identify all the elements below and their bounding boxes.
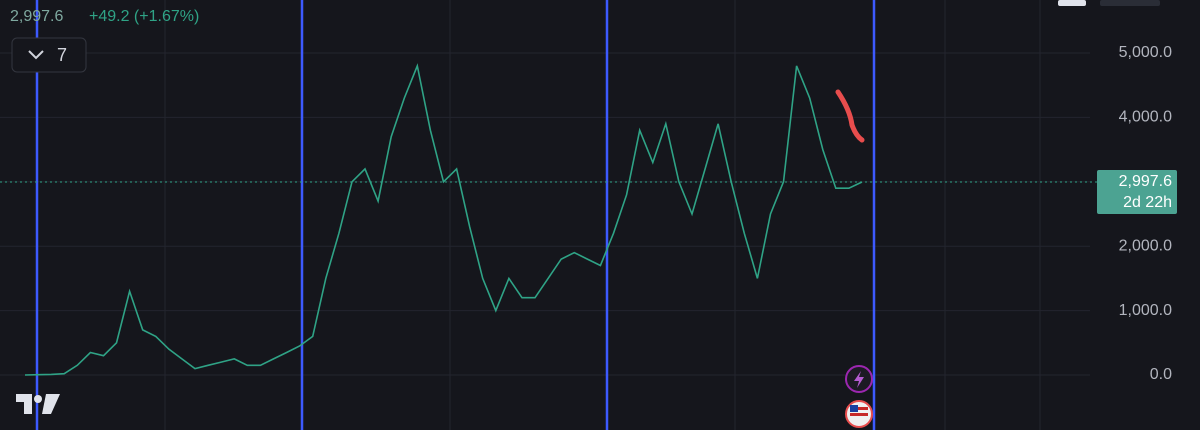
y-tick-label: 5,000.0	[1119, 44, 1172, 61]
button-frame[interactable]	[11, 37, 87, 73]
plot	[0, 63, 1097, 376]
y-tick-label: 4,000.0	[1119, 109, 1172, 126]
y-tick-label: 0.0	[1150, 366, 1172, 383]
vertical-grid	[164, 0, 1041, 430]
y-tick-label: 2,000.0	[1119, 237, 1172, 254]
y-tick-label: 1,000.0	[1119, 302, 1172, 319]
price-line	[24, 63, 863, 376]
header-price: 2,997.6	[10, 8, 63, 25]
drawing-annotation	[835, 89, 865, 143]
header-change: +49.2 (+1.67%)	[89, 8, 199, 25]
toolbar-edge	[1100, 0, 1160, 6]
toolbar-edge	[1058, 0, 1086, 6]
button-label[interactable]: 7	[57, 45, 67, 65]
chevron-icon	[28, 50, 44, 60]
last-price-label: 2,997.6	[1119, 173, 1172, 190]
interval-button[interactable]: 7	[11, 37, 87, 73]
event-icons	[845, 365, 873, 428]
last-price-box	[1097, 169, 1177, 214]
y-axis: 0.01,000.02,000.03,000.04,000.05,000.02,…	[1097, 44, 1177, 383]
countdown-label: 2d 22h	[1123, 194, 1172, 211]
logo	[16, 394, 60, 414]
